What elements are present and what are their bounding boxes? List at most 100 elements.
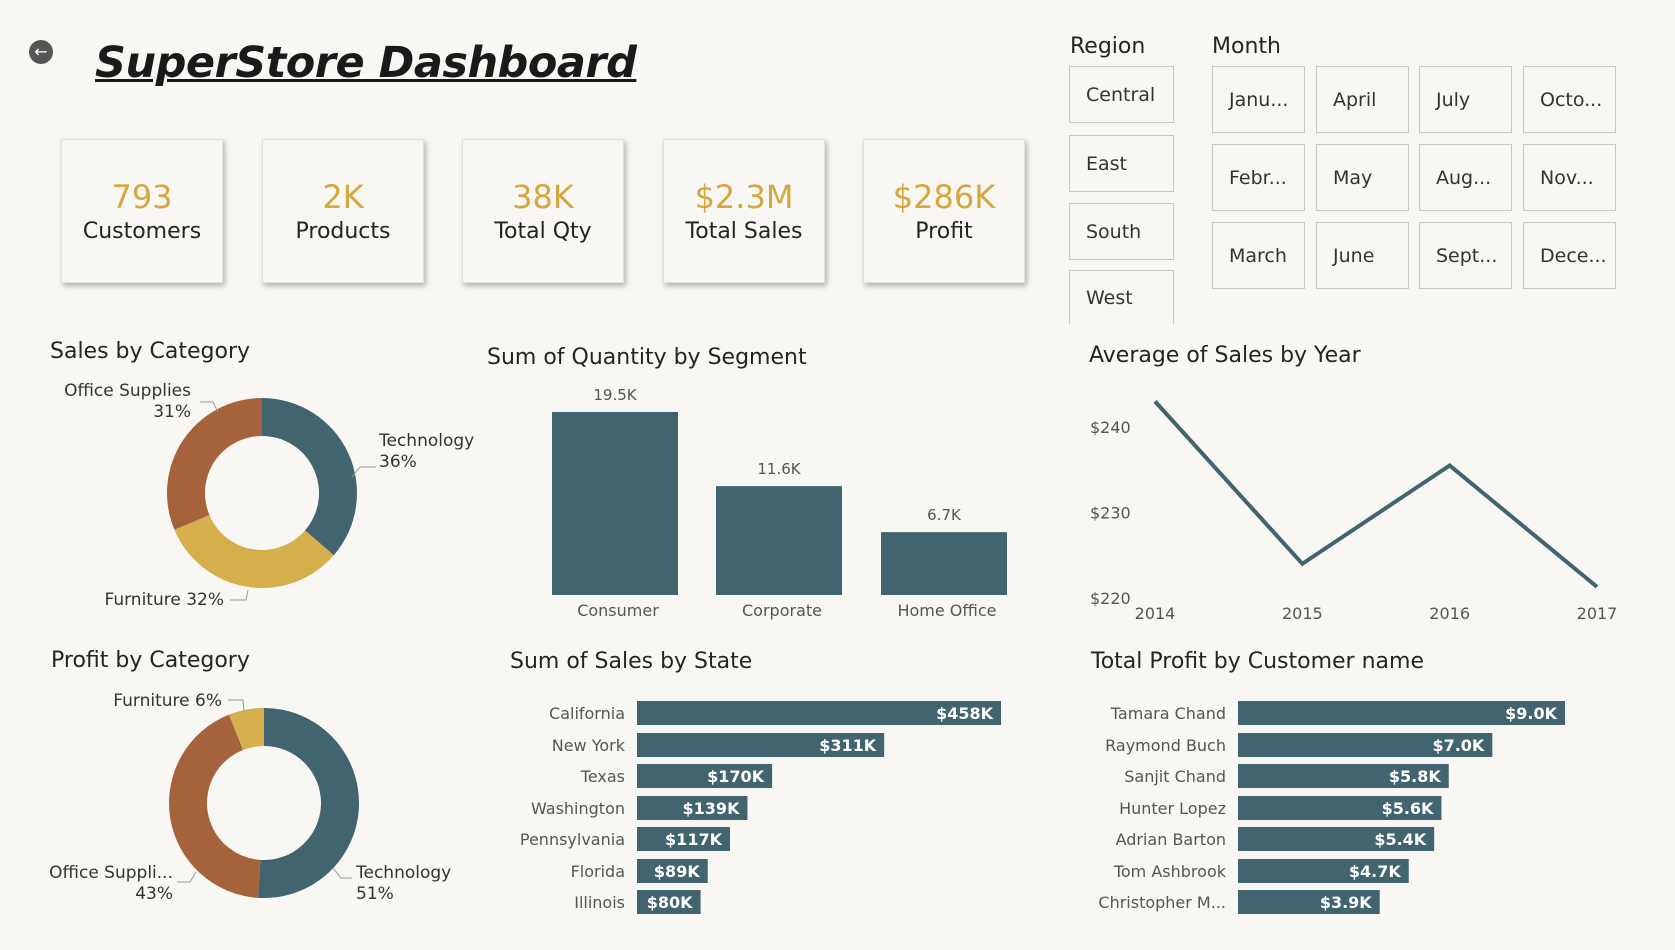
month-slicer-label: Month — [1212, 34, 1281, 59]
bar-adrian-barton — [1238, 827, 1435, 851]
donut-slice-furniture — [174, 515, 334, 588]
y-tick-label: Washington — [531, 799, 625, 818]
y-tick-label: Adrian Barton — [1116, 830, 1226, 849]
kpi-label: Total Sales — [685, 219, 803, 244]
bar-christopher-m--- — [1238, 890, 1380, 914]
bar-new-york — [637, 733, 885, 757]
bar-data-label: $89K — [654, 862, 700, 881]
kpi-value: 793 — [111, 178, 173, 216]
y-tick-label: New York — [552, 736, 626, 755]
month-option[interactable]: May — [1316, 144, 1409, 211]
bar-data-label: $5.6K — [1382, 799, 1434, 818]
bar-data-label: $117K — [665, 830, 723, 849]
y-tick-label: Texas — [580, 767, 625, 786]
kpi-label: Total Qty — [494, 219, 592, 244]
leader-line — [177, 871, 197, 883]
bar-consumer — [552, 412, 678, 595]
y-tick-label: Pennsylvania — [520, 830, 625, 849]
chart-title: Sum of Sales by State — [510, 649, 752, 674]
bar-hunter-lopez — [1238, 796, 1442, 820]
bar-corporate — [716, 486, 842, 595]
kpi-card-total-sales: $2.3M Total Sales — [663, 139, 825, 283]
bar-texas — [637, 764, 773, 788]
leader-line — [332, 867, 352, 879]
region-option-east[interactable]: East — [1069, 135, 1174, 192]
slice-percent: 43% — [135, 884, 173, 904]
region-option-west[interactable]: West — [1069, 270, 1174, 324]
region-option-central[interactable]: Central — [1069, 66, 1174, 123]
bar-california — [637, 701, 1001, 725]
bar-data-label: $458K — [936, 704, 994, 723]
x-tick-label: Consumer — [577, 601, 659, 620]
chart-title: Total Profit by Customer name — [1090, 649, 1424, 674]
chart-title: Profit by Category — [51, 648, 250, 673]
bar-washington — [637, 796, 748, 820]
y-tick-label: $230 — [1090, 504, 1131, 523]
y-tick-label: Illinois — [574, 893, 625, 912]
bar-illinois — [637, 890, 701, 914]
month-option[interactable]: Dece... — [1523, 222, 1616, 289]
slice-percent: 36% — [379, 452, 417, 472]
bar-data-label: $7.0K — [1432, 736, 1484, 755]
chart-title: Average of Sales by Year — [1089, 343, 1362, 368]
month-option[interactable]: June — [1316, 222, 1409, 289]
region-option-south[interactable]: South — [1069, 203, 1174, 260]
bar-data-label: $4.7K — [1349, 862, 1401, 881]
bar-data-label: $9.0K — [1505, 704, 1557, 723]
slice-label: Furniture 32% — [104, 590, 224, 610]
bar-raymond-buch — [1238, 733, 1493, 757]
chart-title: Sales by Category — [50, 339, 250, 364]
x-tick-label: Home Office — [897, 601, 996, 620]
x-tick-label: 2017 — [1577, 604, 1618, 623]
donut-slice-office-supplies — [167, 398, 262, 530]
bar-data-label: 19.5K — [593, 386, 637, 404]
slice-label: Office Supplies — [64, 381, 191, 401]
month-option[interactable]: Janu... — [1212, 66, 1305, 133]
y-tick-label: $240 — [1090, 418, 1131, 437]
month-option[interactable]: Aug... — [1419, 144, 1512, 211]
donut-slice-technology — [262, 398, 358, 556]
kpi-label: Customers — [82, 219, 202, 244]
slice-label: Furniture 6% — [113, 691, 222, 711]
bar-data-label: $5.8K — [1389, 767, 1441, 786]
kpi-card-profit: $286K Profit — [863, 139, 1025, 283]
month-option[interactable]: March — [1212, 222, 1305, 289]
back-arrow-icon[interactable]: ← — [29, 40, 53, 64]
kpi-value: $2.3M — [694, 178, 794, 216]
kpi-value: $286K — [892, 178, 996, 216]
leader-line — [351, 466, 376, 478]
kpi-card-customers: 793 Customers — [61, 139, 223, 283]
y-tick-label: Tom Ashbrook — [1113, 862, 1227, 881]
leader-line — [228, 699, 245, 713]
y-tick-label: Sanjit Chand — [1124, 767, 1226, 786]
x-tick-label: Corporate — [742, 601, 822, 620]
month-option[interactable]: Octo... — [1523, 66, 1616, 133]
month-option[interactable]: July — [1419, 66, 1512, 133]
y-tick-label: Raymond Buch — [1105, 736, 1226, 755]
y-tick-label: Christopher M... — [1098, 893, 1226, 912]
y-tick-label: California — [549, 704, 625, 723]
month-option[interactable]: Nov... — [1523, 144, 1616, 211]
month-option[interactable]: Sept... — [1419, 222, 1512, 289]
chart-title: Sum of Quantity by Segment — [487, 345, 807, 370]
sales-line — [1153, 400, 1599, 589]
y-tick-label: Tamara Chand — [1110, 704, 1226, 723]
bar-pennsylvania — [637, 827, 730, 851]
page-title: SuperStore Dashboard — [95, 38, 637, 88]
slice-label: Technology — [378, 431, 474, 451]
slice-percent: 51% — [356, 884, 394, 904]
bar-home-office — [881, 532, 1007, 595]
y-tick-label: $220 — [1090, 589, 1131, 608]
bar-tamara-chand — [1238, 701, 1565, 725]
leader-line — [230, 589, 249, 601]
donut-slice-technology — [258, 708, 359, 898]
bar-sanjit-chand — [1238, 764, 1449, 788]
donut-slice-office-supplies — [168, 714, 261, 898]
month-option[interactable]: April — [1316, 66, 1409, 133]
bar-data-label: $311K — [819, 736, 877, 755]
kpi-value: 38K — [512, 178, 574, 216]
donut-slice-furniture — [229, 708, 264, 751]
month-option[interactable]: Febr... — [1212, 144, 1305, 211]
kpi-label: Profit — [915, 219, 973, 244]
